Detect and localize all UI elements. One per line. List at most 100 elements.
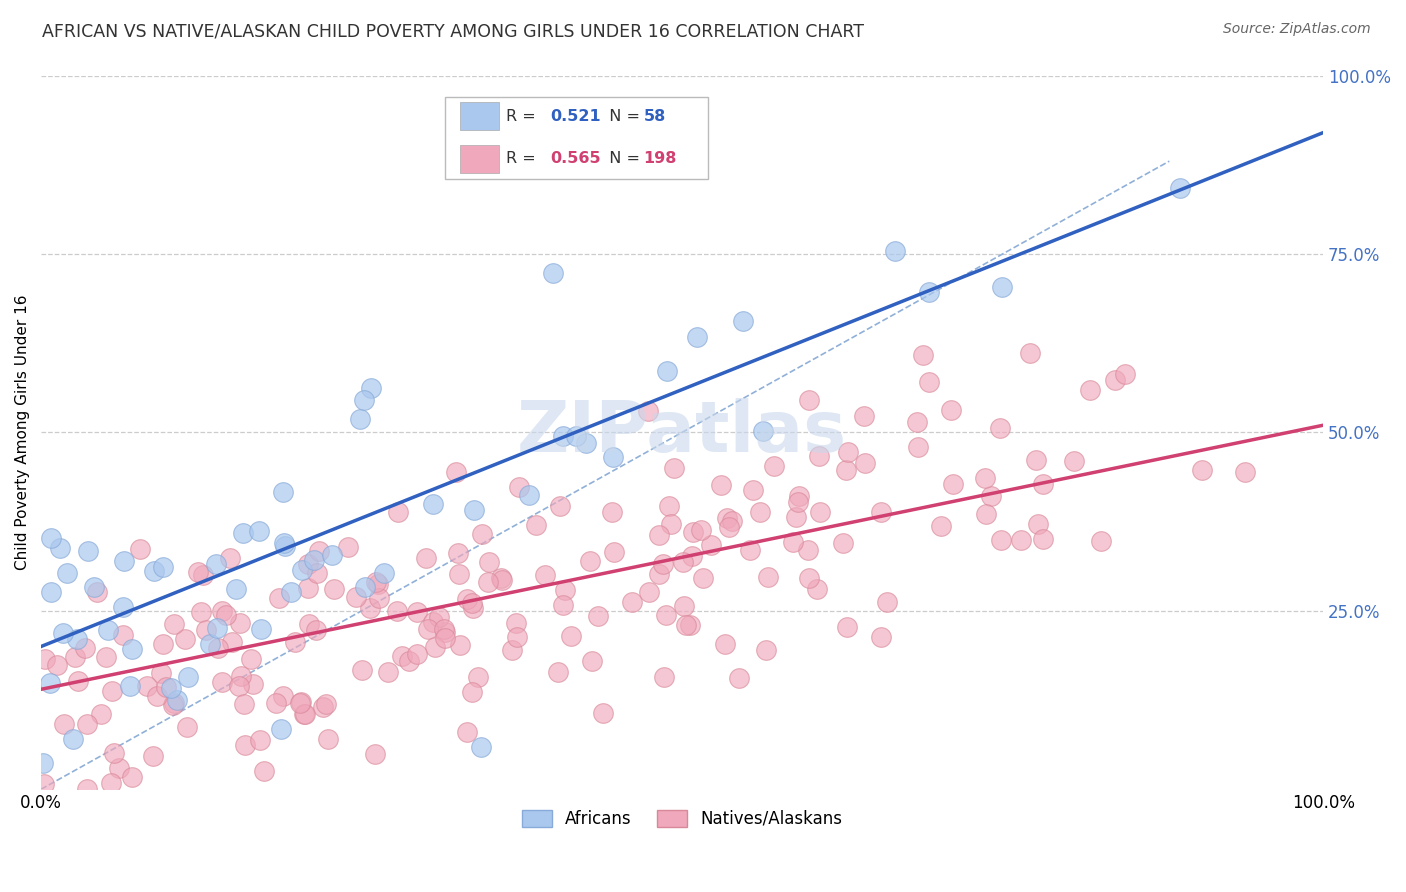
Point	[463, 502, 485, 516]
Point	[501, 643, 523, 657]
Point	[551, 599, 574, 613]
Point	[876, 595, 898, 609]
Point	[290, 696, 312, 710]
Legend: Africans, Natives/Alaskans: Africans, Natives/Alaskans	[516, 803, 849, 834]
Point	[939, 403, 962, 417]
Point	[349, 412, 371, 426]
Point	[415, 551, 437, 566]
Point	[974, 471, 997, 485]
Point	[232, 697, 254, 711]
Point	[551, 429, 574, 443]
Point	[219, 551, 242, 566]
Point	[63, 649, 86, 664]
Point	[456, 725, 478, 739]
Point	[405, 647, 427, 661]
Point	[364, 747, 387, 761]
Point	[83, 580, 105, 594]
Point	[658, 500, 681, 514]
Point	[163, 617, 186, 632]
Point	[447, 567, 470, 582]
Point	[662, 461, 685, 475]
Point	[360, 381, 382, 395]
Point	[796, 542, 818, 557]
Point	[205, 557, 228, 571]
Point	[1032, 476, 1054, 491]
Point	[249, 732, 271, 747]
Point	[228, 679, 250, 693]
Point	[456, 591, 478, 606]
Point	[152, 560, 174, 574]
Point	[315, 698, 337, 712]
Point	[990, 533, 1012, 547]
Point	[229, 669, 252, 683]
Point	[491, 573, 513, 587]
Point	[305, 566, 328, 581]
Point	[721, 514, 744, 528]
Point	[344, 590, 367, 604]
Point	[832, 536, 855, 550]
Point	[366, 575, 388, 590]
Point	[207, 641, 229, 656]
Point	[298, 617, 321, 632]
Point	[312, 700, 335, 714]
Point	[150, 666, 173, 681]
Point	[797, 393, 820, 408]
Point	[94, 649, 117, 664]
Point	[367, 591, 389, 605]
Point	[1090, 533, 1112, 548]
Point	[321, 548, 343, 562]
Point	[211, 604, 233, 618]
Point	[173, 632, 195, 647]
Point	[270, 722, 292, 736]
Point	[250, 622, 273, 636]
Point	[681, 549, 703, 563]
Point	[297, 581, 319, 595]
Point	[763, 459, 786, 474]
Point	[373, 566, 395, 581]
Point	[731, 314, 754, 328]
Point	[675, 618, 697, 632]
Point	[354, 580, 377, 594]
Point	[717, 520, 740, 534]
Point	[853, 456, 876, 470]
Point	[100, 776, 122, 790]
Point	[194, 623, 217, 637]
Point	[418, 623, 440, 637]
Point	[678, 618, 700, 632]
Text: R =: R =	[506, 152, 541, 166]
Point	[1019, 346, 1042, 360]
Point	[264, 697, 287, 711]
Point	[682, 525, 704, 540]
Point	[444, 465, 467, 479]
Point	[118, 679, 141, 693]
Point	[112, 628, 135, 642]
Point	[1233, 465, 1256, 479]
Point	[835, 463, 858, 477]
Point	[692, 571, 714, 585]
Point	[647, 567, 669, 582]
Point	[267, 591, 290, 606]
Point	[449, 638, 471, 652]
Point	[316, 732, 339, 747]
Point	[422, 615, 444, 630]
Point	[187, 566, 209, 580]
Point	[477, 574, 499, 589]
Point	[655, 364, 678, 378]
Point	[835, 620, 858, 634]
Point	[837, 445, 859, 459]
Point	[505, 616, 527, 631]
Point	[229, 615, 252, 630]
Point	[787, 489, 810, 503]
Point	[554, 583, 576, 598]
Point	[291, 563, 314, 577]
Point	[146, 690, 169, 704]
Point	[785, 509, 807, 524]
Point	[870, 505, 893, 519]
Point	[166, 693, 188, 707]
Point	[155, 681, 177, 695]
Point	[221, 634, 243, 648]
Point	[638, 585, 661, 599]
Point	[112, 554, 135, 568]
Point	[215, 607, 238, 622]
Point	[101, 684, 124, 698]
